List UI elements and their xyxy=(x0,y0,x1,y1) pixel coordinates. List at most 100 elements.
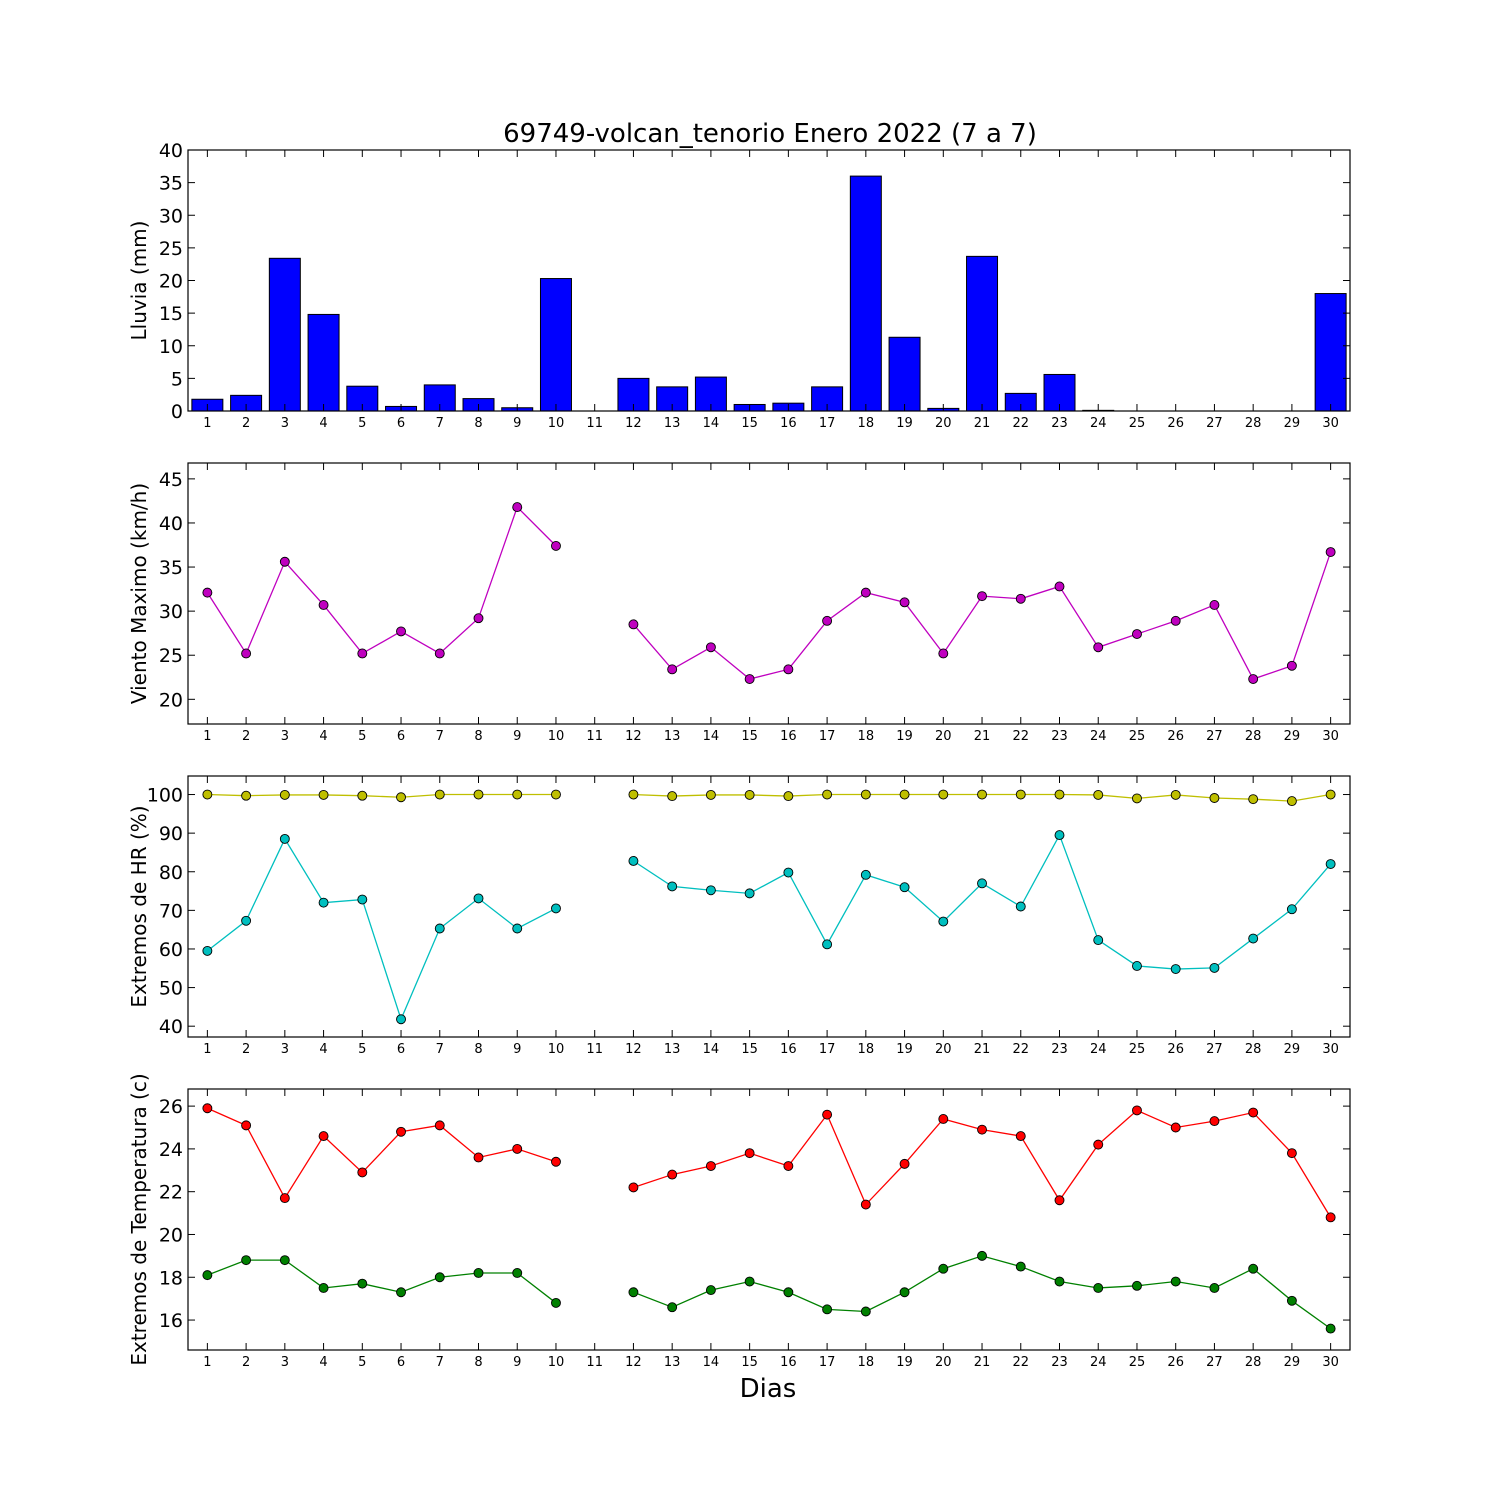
point-series-1-day-27 xyxy=(1209,1116,1220,1127)
point-series-1-day-13 xyxy=(667,1169,678,1180)
y-axis-label: Extremos de HR (%) xyxy=(127,805,151,1007)
point-series-2-day-2 xyxy=(241,1255,252,1266)
point-series-1-day-24 xyxy=(1093,1139,1104,1150)
x-tick-label: 5 xyxy=(358,416,366,431)
y-tick-label: 26 xyxy=(159,1096,183,1118)
y-tick-label: 0 xyxy=(171,401,183,423)
x-tick-label: 24 xyxy=(1090,729,1107,744)
point-series-2-day-12 xyxy=(628,855,639,866)
point-series-2-day-21 xyxy=(977,1250,987,1261)
point-series-2-day-5 xyxy=(357,1278,368,1289)
point-series-1-day-5 xyxy=(357,1167,368,1178)
bar-day-3 xyxy=(268,257,301,412)
point-series-2-day-17 xyxy=(822,939,833,950)
x-tick-label: 17 xyxy=(819,729,836,744)
point-series-1-day-14 xyxy=(705,1161,716,1171)
point-series-1-day-27 xyxy=(1209,793,1220,803)
point-series-2-day-10 xyxy=(551,903,561,914)
y-tick-label: 25 xyxy=(159,238,183,260)
y-axis-label: Viento Maximo (km/h) xyxy=(127,483,151,704)
x-tick-label: 21 xyxy=(974,1355,991,1370)
x-tick-label: 16 xyxy=(780,1042,797,1057)
point-series-1-day-14 xyxy=(705,789,716,800)
x-tick-label: 18 xyxy=(858,1355,875,1370)
x-tick-label: 15 xyxy=(741,1042,758,1057)
point-series-1-day-30 xyxy=(1325,547,1336,558)
point-series-1-day-5 xyxy=(357,790,368,801)
point-series-1-day-29 xyxy=(1286,796,1297,807)
x-tick-label: 27 xyxy=(1206,1355,1223,1370)
x-tick-label: 24 xyxy=(1090,416,1107,431)
x-tick-label: 17 xyxy=(819,1355,836,1370)
point-series-1-day-17 xyxy=(822,789,833,800)
x-tick-label: 25 xyxy=(1129,416,1146,431)
chart-title: 69749-volcan_tenorio Enero 2022 (7 a 7) xyxy=(503,119,1037,149)
x-tick-label: 27 xyxy=(1206,1042,1223,1057)
point-series-2-day-19 xyxy=(899,1287,910,1298)
point-series-1-day-16 xyxy=(783,664,794,675)
x-tick-label: 6 xyxy=(397,1042,405,1057)
x-tick-label: 8 xyxy=(474,1355,482,1370)
point-series-2-day-18 xyxy=(860,1306,871,1317)
point-series-2-day-16 xyxy=(783,867,794,878)
point-series-1-day-30 xyxy=(1325,789,1336,800)
point-series-1-day-26 xyxy=(1170,789,1181,800)
x-tick-label: 22 xyxy=(1012,416,1029,431)
x-tick-label: 3 xyxy=(281,1042,289,1057)
y-tick-label: 20 xyxy=(159,271,183,293)
point-series-2-day-30 xyxy=(1325,859,1336,869)
series-2-line-1 xyxy=(207,1259,557,1304)
x-tick-label: 20 xyxy=(935,1355,952,1370)
x-tick-label: 18 xyxy=(858,1042,875,1057)
x-tick-label: 16 xyxy=(780,729,797,744)
panel-frame xyxy=(187,775,1351,1038)
x-tick-label: 28 xyxy=(1245,416,1262,431)
x-tick-label: 14 xyxy=(703,416,720,431)
point-series-1-day-6 xyxy=(396,792,406,803)
x-tick-label: 1 xyxy=(203,416,211,431)
x-tick-label: 20 xyxy=(935,1042,952,1057)
point-series-2-day-6 xyxy=(396,1014,406,1025)
point-series-1-day-9 xyxy=(512,789,523,800)
x-tick-label: 27 xyxy=(1206,416,1223,431)
x-tick-label: 21 xyxy=(974,729,991,744)
point-series-1-day-3 xyxy=(279,789,290,800)
x-tick-label: 12 xyxy=(625,729,642,744)
point-series-2-day-23 xyxy=(1054,830,1065,841)
bar-day-4 xyxy=(307,313,340,412)
x-tick-label: 27 xyxy=(1206,729,1223,744)
point-series-1-day-10 xyxy=(551,1156,561,1167)
point-series-1-day-8 xyxy=(473,1152,484,1163)
x-tick-label: 20 xyxy=(935,729,952,744)
point-series-1-day-4 xyxy=(318,1131,329,1142)
x-tick-label: 29 xyxy=(1284,416,1301,431)
x-tick-label: 12 xyxy=(625,1355,642,1370)
x-tick-label: 5 xyxy=(358,1355,366,1370)
bar-day-10 xyxy=(539,278,572,412)
x-tick-label: 13 xyxy=(664,729,681,744)
point-series-1-day-30 xyxy=(1325,1212,1336,1223)
x-tick-label: 17 xyxy=(819,416,836,431)
x-tick-label: 3 xyxy=(281,416,289,431)
x-tick-label: 4 xyxy=(319,416,327,431)
point-series-1-day-13 xyxy=(667,791,678,802)
x-tick-label: 22 xyxy=(1012,1355,1029,1370)
x-tick-label: 26 xyxy=(1167,416,1184,431)
y-tick-label: 50 xyxy=(159,978,183,1000)
point-series-2-day-13 xyxy=(667,1302,678,1313)
x-tick-label: 30 xyxy=(1322,416,1339,431)
x-tick-label: 19 xyxy=(896,416,913,431)
y-axis-label: Extremos de Temperatura (c) xyxy=(127,1073,151,1365)
y-tick-label: 30 xyxy=(159,601,183,623)
point-series-1-day-19 xyxy=(899,789,910,800)
point-series-1-day-24 xyxy=(1093,789,1104,800)
point-series-1-day-25 xyxy=(1132,793,1142,804)
y-tick-label: 90 xyxy=(159,823,183,845)
point-series-1-day-18 xyxy=(860,587,871,598)
x-tick-label: 19 xyxy=(896,729,913,744)
point-series-2-day-8 xyxy=(473,893,484,904)
x-tick-label: 28 xyxy=(1245,1355,1262,1370)
point-series-2-day-7 xyxy=(434,923,445,934)
